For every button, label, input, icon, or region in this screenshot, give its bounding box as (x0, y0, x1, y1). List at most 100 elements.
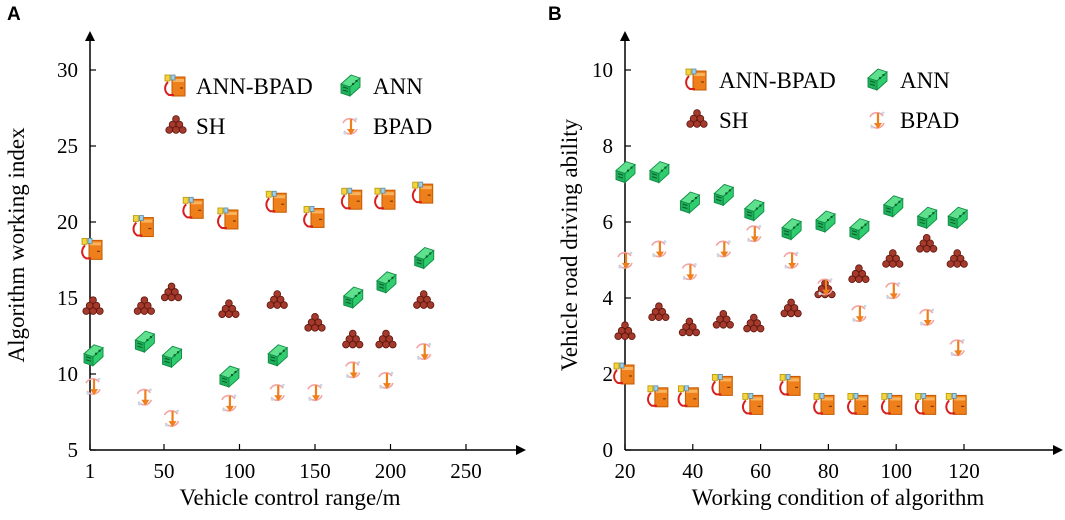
data-point-server-icon (219, 365, 240, 388)
x-tick-label: 120 (948, 459, 980, 483)
data-point-pile-icon (712, 309, 734, 329)
legend-refresh-icon (868, 110, 886, 131)
legend-label-sh: SH (719, 108, 748, 133)
data-point-stack-icon (411, 181, 434, 205)
data-point-pile-icon (375, 329, 397, 349)
data-point-server-icon (744, 199, 765, 222)
legend-server-icon (867, 68, 888, 91)
data-point-refresh-icon (650, 239, 668, 259)
legend-server-icon (340, 74, 361, 97)
y-tick-label: 0 (603, 438, 614, 462)
data-point-pile-icon (304, 313, 326, 332)
data-point-refresh-icon (949, 337, 966, 358)
data-point-server-icon (679, 191, 700, 214)
data-point-refresh-icon (377, 370, 395, 391)
data-point-refresh-icon (306, 382, 324, 403)
data-point-refresh-icon (616, 250, 634, 271)
data-point-stack-icon (880, 392, 903, 416)
y-axis-label: Vehicle road driving ability (557, 118, 582, 371)
data-point-stack-icon (914, 392, 937, 416)
legend: ANN-BPAD ANN SH BPAD (164, 74, 432, 139)
data-point-refresh-icon (415, 341, 433, 362)
x-tick-label: 50 (153, 459, 174, 483)
data-point-stack-icon (373, 187, 396, 211)
data-point-pile-icon (413, 290, 435, 309)
data-point-server-icon (267, 344, 288, 367)
legend-pile-icon (686, 109, 708, 128)
data-point-pile-icon (678, 317, 701, 337)
data-point-pile-icon (743, 313, 765, 333)
data-point-stack-icon (677, 384, 700, 408)
data-point-stack-icon (646, 384, 669, 408)
data-point-pile-icon (648, 302, 670, 322)
y-tick-label: 20 (57, 210, 78, 234)
y-axis-label: Algorithm working index (4, 127, 29, 363)
legend-stack-icon (685, 68, 707, 91)
y-tick-label: 15 (57, 286, 78, 310)
data-point-refresh-icon (220, 393, 238, 413)
y-tick-label: 30 (57, 58, 78, 82)
data-point-stack-icon (340, 187, 363, 211)
data-point-stack-icon (216, 206, 239, 230)
y-tick-label: 25 (57, 134, 78, 158)
data-point-refresh-icon (136, 387, 153, 407)
x-tick-label: 20 (615, 459, 636, 483)
y-tick-label: 4 (603, 286, 614, 310)
data-point-server-icon (343, 286, 364, 309)
data-point-server-icon (781, 218, 802, 241)
x-tick-label: 60 (750, 459, 771, 483)
data-point-pile-icon (780, 298, 802, 318)
data-point-server-icon (162, 345, 183, 368)
panel-b-letter: B (548, 4, 562, 25)
x-axis-label: Vehicle control range/m (180, 485, 401, 510)
data-point-server-icon (947, 206, 968, 229)
data-point-pile-icon (342, 329, 364, 349)
data-point-stack-icon (81, 237, 104, 261)
y-tick-label: 10 (57, 362, 78, 386)
y-tick-label: 5 (68, 438, 79, 462)
data-point-refresh-icon (269, 382, 286, 403)
x-tick-label: 40 (682, 459, 703, 483)
y-tick-label: 6 (603, 210, 614, 234)
legend-label-ann: ANN (900, 68, 950, 93)
data-point-pile-icon (882, 249, 904, 268)
data-point-stack-icon (846, 392, 869, 416)
data-point-stack-icon (813, 392, 836, 416)
x-tick-label: 80 (818, 459, 839, 483)
y-tick-label: 8 (603, 134, 614, 158)
data-point-pile-icon (266, 290, 288, 309)
legend-label-ann-bpad: ANN-BPAD (719, 68, 836, 93)
data-point-pile-icon (848, 264, 870, 284)
data-point-pile-icon (916, 234, 938, 253)
data-point-server-icon (615, 161, 636, 184)
data-point-pile-icon (160, 282, 183, 302)
legend-label-ann: ANN (373, 74, 423, 99)
data-point-server-icon (849, 218, 870, 241)
legend-refresh-icon (341, 116, 359, 137)
y-tick-label: 2 (603, 362, 614, 386)
data-point-stack-icon (132, 214, 155, 238)
data-point-server-icon (815, 210, 836, 233)
legend-label-bpad: BPAD (373, 114, 432, 139)
data-point-pile-icon (133, 296, 155, 315)
legend: ANN-BPAD ANN SH BPAD (685, 68, 959, 133)
data-point-refresh-icon (344, 359, 362, 380)
data-point-refresh-icon (681, 261, 698, 282)
data-point-refresh-icon (715, 239, 732, 259)
x-tick-label: 250 (450, 459, 482, 483)
data-point-server-icon (83, 344, 104, 367)
data-point-stack-icon (613, 362, 635, 385)
data-point-stack-icon (741, 392, 764, 416)
legend-label-bpad: BPAD (900, 108, 959, 133)
y-tick-label: 10 (592, 58, 613, 82)
panel-b: B 20 40 60 80 100 120 0 2 4 6 8 10 Working conditi… (548, 4, 1063, 510)
data-point-refresh-icon (783, 250, 800, 271)
data-point-refresh-icon (884, 280, 902, 301)
data-point-refresh-icon (850, 303, 868, 324)
data-point-server-icon (917, 206, 938, 229)
data-point-pile-icon (82, 296, 104, 315)
data-point-pile-icon (614, 321, 636, 341)
data-point-stack-icon (265, 190, 288, 214)
